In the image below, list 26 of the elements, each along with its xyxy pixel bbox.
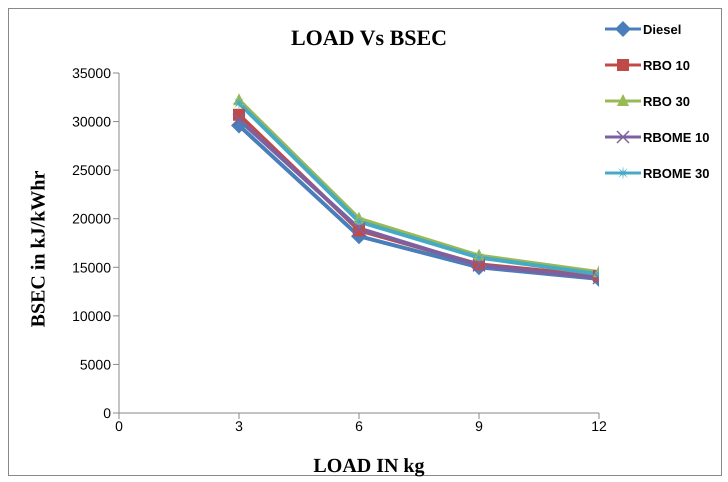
point <box>352 222 366 236</box>
y-tick-label: 30000 <box>72 114 112 130</box>
x-tick-label: 3 <box>235 418 244 434</box>
legend-label: Diesel <box>643 22 682 36</box>
x-tick-label: 12 <box>591 418 607 434</box>
point <box>352 214 366 229</box>
x-axis-title: LOAD IN kg <box>312 455 426 478</box>
point <box>472 250 486 265</box>
y-tick-label: 10000 <box>72 308 112 324</box>
y-axis-title: BSEC in kJ/kWhr <box>28 170 50 328</box>
x-tick-label: 0 <box>115 418 124 434</box>
y-tick-label: 20000 <box>72 210 112 227</box>
legend-label: RBO 30 <box>643 94 690 108</box>
point <box>232 96 246 110</box>
y-tick-label: 25000 <box>72 162 112 178</box>
y-tick-label: 35000 <box>72 64 112 81</box>
legend-label: RBOME 30 <box>643 166 710 180</box>
legend-label: RBOME 10 <box>643 130 710 144</box>
point <box>232 112 246 126</box>
x-tick-label: 6 <box>355 418 364 434</box>
y-tick-label: 5000 <box>80 356 112 372</box>
chart-title: LOAD Vs BSEC <box>290 25 448 51</box>
y-tick-label: 15000 <box>72 259 112 276</box>
x-tick-label: 9 <box>475 418 484 434</box>
legend-label: RBO 10 <box>643 58 690 72</box>
y-tick-label: 0 <box>103 404 112 421</box>
